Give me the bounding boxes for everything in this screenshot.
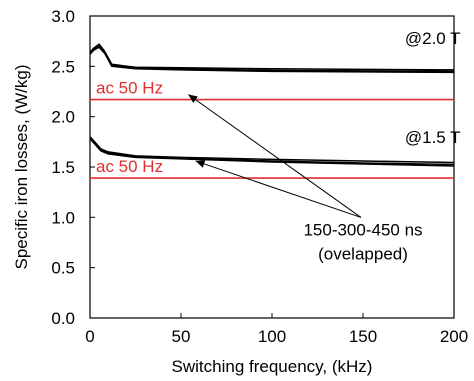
series-group [90,44,454,166]
annotation-arrow [196,161,361,217]
y-tick-label: 3.0 [51,7,75,26]
annotation-text: 150-300-450 ns [303,220,422,239]
x-tick-label: 100 [258,327,286,346]
annotation-text: (ovelapped) [318,244,408,263]
series-2t [90,44,454,72]
x-axis-title: Switching frequency, (kHz) [172,357,373,376]
series-labels: @2.0 T @1.5 T [405,29,461,147]
series-label: @1.5 T [405,128,461,147]
y-tick-label: 0.5 [51,259,75,278]
x-tick-label: 0 [85,327,94,346]
y-tick-label: 1.0 [51,208,75,227]
x-tick-label: 150 [349,327,377,346]
y-tick-label: 1.5 [51,158,75,177]
y-tick-label: 0.0 [51,309,75,328]
series-label: @2.0 T [405,29,461,48]
y-tick-label: 2.0 [51,108,75,127]
annotation-arrow [188,95,361,218]
series-line [90,44,454,70]
reference-line-label: ac 50 Hz [96,157,163,176]
y-axis-title: Specific iron losses, (W/kg) [12,65,31,270]
y-axis: 0.0 0.5 1.0 1.5 2.0 2.5 3.0 [51,7,95,328]
reference-line-label: ac 50 Hz [96,79,163,98]
x-tick-label: 50 [172,327,191,346]
x-tick-label: 200 [440,327,468,346]
y-tick-label: 2.5 [51,57,75,76]
annotation: 150-300-450 ns (ovelapped) [188,95,422,264]
